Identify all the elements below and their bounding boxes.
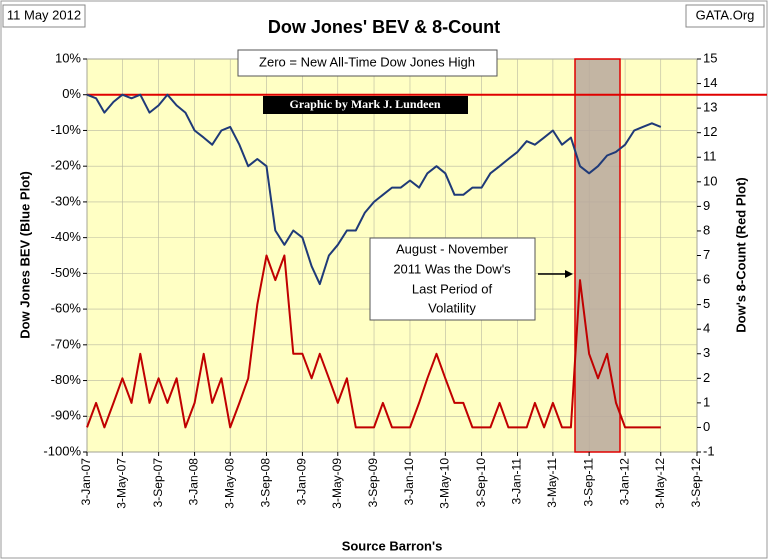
x-tick-label: 3-May-10 bbox=[438, 458, 452, 509]
y2-tick-label: 1 bbox=[703, 394, 710, 409]
x-tick-label: 3-Jan-11 bbox=[510, 458, 524, 505]
y-tick-label: -90% bbox=[51, 408, 82, 423]
y-tick-label: 10% bbox=[55, 50, 81, 65]
x-tick-label: 3-Sep-07 bbox=[151, 458, 165, 508]
y2-tick-label: 4 bbox=[703, 321, 710, 336]
x-tick-label: 3-Sep-08 bbox=[259, 458, 273, 508]
y2-axis-label: Dow's 8-Count (Red Plot) bbox=[733, 177, 748, 332]
date-label: 11 May 2012 bbox=[7, 7, 81, 22]
x-tick-label: 3-Sep-09 bbox=[366, 458, 380, 508]
callout-arrowhead bbox=[565, 270, 573, 278]
y2-tick-label: 10 bbox=[703, 173, 717, 188]
callout-box bbox=[369, 237, 536, 321]
x-tick-label: 3-Jan-07 bbox=[79, 458, 93, 506]
callout-line: Volatility bbox=[428, 300, 476, 315]
y-axis-label: Dow Jones BEV (Blue Plot) bbox=[17, 171, 32, 339]
site-label: GATA.Org bbox=[696, 7, 755, 22]
x-tick-label: 3-Sep-10 bbox=[474, 458, 488, 508]
callout-line: Last Period of bbox=[412, 281, 493, 296]
x-tick-label: 3-May-09 bbox=[330, 458, 344, 509]
y-tick-label: -10% bbox=[51, 122, 82, 137]
y2-tick-label: 5 bbox=[703, 296, 710, 311]
x-tick-label: 3-May-11 bbox=[545, 458, 559, 508]
x-tick-label: 3-Jan-10 bbox=[402, 458, 416, 506]
x-axis-label: Source Barron's bbox=[342, 538, 443, 553]
annotation: Zero = New All-Time Dow Jones High bbox=[259, 54, 475, 69]
y2-tick-label: 14 bbox=[703, 75, 717, 90]
y-tick-label: -80% bbox=[51, 372, 82, 387]
y2-tick-label: -1 bbox=[703, 443, 715, 458]
series-line bbox=[86, 254, 661, 429]
callout-line: 2011 Was the Dow's bbox=[393, 261, 511, 276]
y2-tick-label: 2 bbox=[703, 370, 710, 385]
x-tick-label: 3-May-12 bbox=[653, 458, 667, 509]
x-tick-label: 3-Jan-12 bbox=[617, 458, 631, 506]
y-tick-label: -50% bbox=[51, 265, 82, 280]
chart-title: Dow Jones' BEV & 8-Count bbox=[268, 17, 500, 37]
credit: Graphic by Mark J. Lundeen bbox=[289, 97, 440, 111]
y2-tick-label: 8 bbox=[703, 222, 710, 237]
y2-tick-label: 3 bbox=[703, 345, 710, 360]
date-box bbox=[2, 4, 86, 28]
y2-tick-label: 6 bbox=[703, 272, 710, 287]
series-line bbox=[86, 93, 662, 286]
y-tick-label: 0% bbox=[62, 86, 81, 101]
callout-line: August - November bbox=[396, 241, 509, 256]
y-tick-label: -70% bbox=[51, 336, 82, 351]
x-tick-label: 3-Sep-11 bbox=[581, 458, 595, 507]
site-box bbox=[685, 4, 765, 28]
y2-tick-label: 13 bbox=[703, 100, 717, 115]
y-tick-label: -30% bbox=[51, 193, 82, 208]
y2-tick-label: 11 bbox=[703, 149, 717, 164]
x-tick-label: 3-Jan-09 bbox=[295, 458, 309, 506]
y2-tick-label: 7 bbox=[703, 247, 710, 262]
x-tick-label: 3-May-07 bbox=[115, 458, 129, 509]
x-tick-label: 3-Jan-08 bbox=[187, 458, 201, 506]
x-tick-label: 3-Sep-12 bbox=[689, 458, 703, 508]
y2-tick-label: 9 bbox=[703, 198, 710, 213]
y2-tick-label: 12 bbox=[703, 124, 717, 139]
y2-tick-label: 15 bbox=[703, 50, 717, 65]
annotation-box bbox=[237, 49, 498, 77]
y-tick-label: -100% bbox=[43, 443, 81, 458]
y-tick-label: -40% bbox=[51, 229, 82, 244]
y-tick-label: -60% bbox=[51, 301, 82, 316]
x-tick-label: 3-May-08 bbox=[222, 458, 236, 509]
credit-box bbox=[263, 96, 468, 114]
y2-tick-label: 0 bbox=[703, 419, 710, 434]
y-tick-label: -20% bbox=[51, 158, 82, 173]
